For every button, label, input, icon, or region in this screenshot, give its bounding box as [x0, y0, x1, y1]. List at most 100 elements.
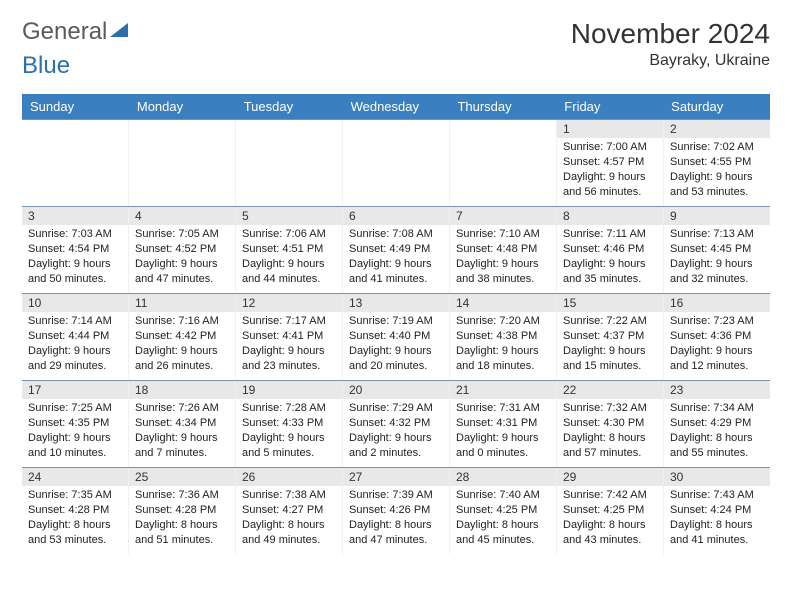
day-number: 10 [22, 294, 128, 312]
day-line: Sunset: 4:54 PM [28, 242, 122, 257]
day-line: Daylight: 8 hours [456, 518, 550, 533]
day-line: Sunrise: 7:32 AM [563, 401, 657, 416]
day-body: Sunrise: 7:43 AMSunset: 4:24 PMDaylight:… [664, 486, 770, 551]
day-cell: 28Sunrise: 7:40 AMSunset: 4:25 PMDayligh… [450, 468, 557, 554]
day-body [450, 138, 556, 144]
day-number: 2 [664, 120, 770, 138]
day-number: 28 [450, 468, 556, 486]
day-number: 18 [129, 381, 235, 399]
day-number: 11 [129, 294, 235, 312]
day-line: and 47 minutes. [135, 272, 229, 287]
day-line: and 53 minutes. [28, 533, 122, 548]
day-cell: 20Sunrise: 7:29 AMSunset: 4:32 PMDayligh… [343, 381, 450, 467]
day-body: Sunrise: 7:23 AMSunset: 4:36 PMDaylight:… [664, 312, 770, 377]
day-line: Daylight: 9 hours [135, 344, 229, 359]
day-header: Wednesday [343, 94, 450, 119]
day-line: and 44 minutes. [242, 272, 336, 287]
day-body: Sunrise: 7:08 AMSunset: 4:49 PMDaylight:… [343, 225, 449, 290]
day-line: and 43 minutes. [563, 533, 657, 548]
day-body: Sunrise: 7:13 AMSunset: 4:45 PMDaylight:… [664, 225, 770, 290]
day-body: Sunrise: 7:26 AMSunset: 4:34 PMDaylight:… [129, 399, 235, 464]
day-line: Sunset: 4:49 PM [349, 242, 443, 257]
day-header: Saturday [663, 94, 770, 119]
day-cell: 7Sunrise: 7:10 AMSunset: 4:48 PMDaylight… [450, 207, 557, 293]
week-row: 17Sunrise: 7:25 AMSunset: 4:35 PMDayligh… [22, 380, 770, 467]
weeks-container: 1Sunrise: 7:00 AMSunset: 4:57 PMDaylight… [22, 119, 770, 554]
day-line: Sunset: 4:46 PM [563, 242, 657, 257]
day-line: and 20 minutes. [349, 359, 443, 374]
day-line: Sunrise: 7:19 AM [349, 314, 443, 329]
day-cell: 29Sunrise: 7:42 AMSunset: 4:25 PMDayligh… [557, 468, 664, 554]
day-line: Sunset: 4:31 PM [456, 416, 550, 431]
day-line: Daylight: 8 hours [563, 518, 657, 533]
day-header: Thursday [449, 94, 556, 119]
title-block: November 2024 Bayraky, Ukraine [571, 18, 770, 70]
day-line: Daylight: 9 hours [563, 170, 657, 185]
day-line: and 45 minutes. [456, 533, 550, 548]
day-line: Daylight: 9 hours [456, 344, 550, 359]
day-number: 19 [236, 381, 342, 399]
day-line: Daylight: 8 hours [563, 431, 657, 446]
day-cell: 8Sunrise: 7:11 AMSunset: 4:46 PMDaylight… [557, 207, 664, 293]
day-line: Sunrise: 7:25 AM [28, 401, 122, 416]
day-cell: 30Sunrise: 7:43 AMSunset: 4:24 PMDayligh… [664, 468, 770, 554]
day-line: Daylight: 9 hours [242, 257, 336, 272]
day-line: Daylight: 8 hours [349, 518, 443, 533]
day-line: Sunset: 4:55 PM [670, 155, 764, 170]
day-line: Sunrise: 7:06 AM [242, 227, 336, 242]
day-number: 29 [557, 468, 663, 486]
day-line: and 5 minutes. [242, 446, 336, 461]
day-body: Sunrise: 7:35 AMSunset: 4:28 PMDaylight:… [22, 486, 128, 551]
day-cell: 27Sunrise: 7:39 AMSunset: 4:26 PMDayligh… [343, 468, 450, 554]
day-number: 30 [664, 468, 770, 486]
day-body: Sunrise: 7:38 AMSunset: 4:27 PMDaylight:… [236, 486, 342, 551]
day-line: Sunset: 4:42 PM [135, 329, 229, 344]
day-line: Sunrise: 7:16 AM [135, 314, 229, 329]
day-cell: 5Sunrise: 7:06 AMSunset: 4:51 PMDaylight… [236, 207, 343, 293]
day-body: Sunrise: 7:25 AMSunset: 4:35 PMDaylight:… [22, 399, 128, 464]
day-cell: 12Sunrise: 7:17 AMSunset: 4:41 PMDayligh… [236, 294, 343, 380]
day-body [343, 138, 449, 144]
day-header: Tuesday [236, 94, 343, 119]
day-line: Sunrise: 7:34 AM [670, 401, 764, 416]
day-body: Sunrise: 7:32 AMSunset: 4:30 PMDaylight:… [557, 399, 663, 464]
day-header-row: Sunday Monday Tuesday Wednesday Thursday… [22, 94, 770, 119]
week-row: 1Sunrise: 7:00 AMSunset: 4:57 PMDaylight… [22, 119, 770, 206]
day-number: 24 [22, 468, 128, 486]
day-number: 9 [664, 207, 770, 225]
day-line: Sunrise: 7:38 AM [242, 488, 336, 503]
day-body: Sunrise: 7:40 AMSunset: 4:25 PMDaylight:… [450, 486, 556, 551]
day-line: Sunrise: 7:29 AM [349, 401, 443, 416]
day-line: Sunset: 4:33 PM [242, 416, 336, 431]
day-body: Sunrise: 7:11 AMSunset: 4:46 PMDaylight:… [557, 225, 663, 290]
day-line: Daylight: 8 hours [28, 518, 122, 533]
day-number: 26 [236, 468, 342, 486]
day-line: and 23 minutes. [242, 359, 336, 374]
day-line: and 55 minutes. [670, 446, 764, 461]
day-line: Daylight: 9 hours [563, 344, 657, 359]
day-line: Sunrise: 7:14 AM [28, 314, 122, 329]
day-cell: 21Sunrise: 7:31 AMSunset: 4:31 PMDayligh… [450, 381, 557, 467]
logo: General [22, 18, 130, 46]
day-body: Sunrise: 7:28 AMSunset: 4:33 PMDaylight:… [236, 399, 342, 464]
day-line: Daylight: 9 hours [563, 257, 657, 272]
day-line: Daylight: 9 hours [28, 257, 122, 272]
day-line: Daylight: 9 hours [456, 257, 550, 272]
day-cell: 26Sunrise: 7:38 AMSunset: 4:27 PMDayligh… [236, 468, 343, 554]
day-body: Sunrise: 7:10 AMSunset: 4:48 PMDaylight:… [450, 225, 556, 290]
day-body: Sunrise: 7:31 AMSunset: 4:31 PMDaylight:… [450, 399, 556, 464]
day-line: and 47 minutes. [349, 533, 443, 548]
day-line: Daylight: 9 hours [135, 431, 229, 446]
day-line: and 18 minutes. [456, 359, 550, 374]
day-number: 25 [129, 468, 235, 486]
location-label: Bayraky, Ukraine [571, 52, 770, 70]
day-line: and 35 minutes. [563, 272, 657, 287]
day-line: Sunrise: 7:17 AM [242, 314, 336, 329]
day-line: Daylight: 8 hours [670, 518, 764, 533]
day-header: Friday [556, 94, 663, 119]
day-line: Sunset: 4:32 PM [349, 416, 443, 431]
day-line: Sunrise: 7:05 AM [135, 227, 229, 242]
day-body: Sunrise: 7:36 AMSunset: 4:28 PMDaylight:… [129, 486, 235, 551]
day-line: Sunset: 4:51 PM [242, 242, 336, 257]
day-cell: 22Sunrise: 7:32 AMSunset: 4:30 PMDayligh… [557, 381, 664, 467]
